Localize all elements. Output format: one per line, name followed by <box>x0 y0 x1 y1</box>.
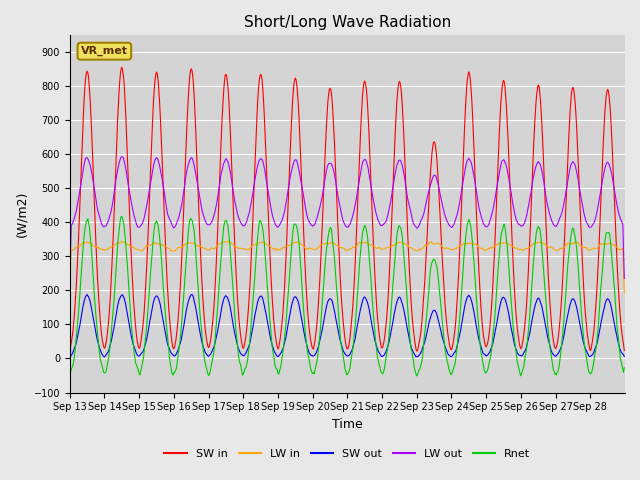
Legend: SW in, LW in, SW out, LW out, Rnet: SW in, LW in, SW out, LW out, Rnet <box>160 444 535 463</box>
Title: Short/Long Wave Radiation: Short/Long Wave Radiation <box>244 15 451 30</box>
Text: VR_met: VR_met <box>81 46 128 56</box>
Y-axis label: (W/m2): (W/m2) <box>15 191 28 237</box>
X-axis label: Time: Time <box>332 418 363 431</box>
